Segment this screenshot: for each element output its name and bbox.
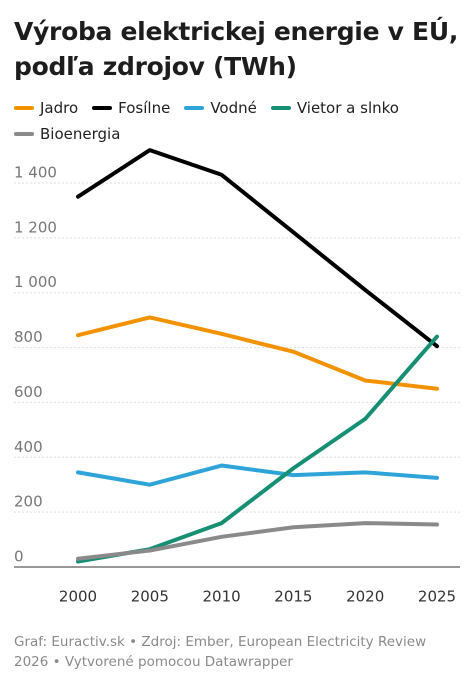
y-tick-label: 1 400	[14, 164, 57, 182]
series-line	[76, 315, 439, 391]
legend-label: Bioenergia	[40, 125, 121, 143]
legend: Jadro Fosílne Vodné Vietor a slnko Bioenergi…	[14, 96, 464, 146]
legend-label: Vodné	[210, 99, 257, 117]
legend-label: Fosílne	[118, 99, 171, 117]
y-tick-label: 400	[14, 438, 43, 456]
y-tick-label: 800	[14, 328, 43, 346]
x-tick-label: 2015	[274, 588, 312, 606]
legend-swatch	[184, 106, 205, 110]
y-tick-label: 0	[14, 548, 24, 566]
chart: 0 200 400 600 800 1 000 1 200 1 400 2000 2005 2010…	[14, 148, 460, 606]
source-line: 2026 • Vytvorené pomocou Datawrapper	[14, 654, 293, 670]
x-tick-label: 2000	[59, 588, 97, 606]
legend-swatch	[14, 106, 34, 110]
legend-item: Jadro	[14, 96, 78, 120]
y-tick-label: 600	[14, 383, 43, 401]
legend-label: Vietor a slnko	[296, 99, 399, 117]
legend-item: Vodné	[184, 96, 257, 120]
series-line	[76, 148, 439, 349]
legend-item: Bioenergia	[14, 122, 120, 146]
legend-item: Vietor a slnko	[270, 96, 399, 120]
series-line	[76, 463, 439, 487]
y-tick-label: 1 000	[14, 273, 57, 291]
x-tick-label: 2025	[418, 588, 456, 606]
series-line	[76, 521, 439, 561]
footer: Graf: Euractiv.sk • Zdroj: Ember, Europe…	[14, 632, 426, 672]
y-tick-label: 200	[14, 493, 43, 511]
legend-swatch	[270, 106, 291, 110]
legend-label: Jadro	[40, 99, 79, 117]
y-tick-label: 1 200	[14, 218, 57, 236]
legend-item: Fosílne	[92, 96, 170, 120]
chart-title: Výroba elektrickej energie v EÚ, podľa z…	[14, 17, 459, 81]
x-tick-label: 2020	[346, 588, 384, 606]
x-tick-label: 2005	[131, 588, 169, 606]
legend-swatch	[92, 106, 113, 110]
legend-swatch	[14, 132, 34, 136]
series-line	[76, 334, 439, 564]
x-tick-label: 2010	[203, 588, 241, 606]
source-line: Graf: Euractiv.sk • Zdroj: Ember, Europe…	[14, 634, 427, 650]
